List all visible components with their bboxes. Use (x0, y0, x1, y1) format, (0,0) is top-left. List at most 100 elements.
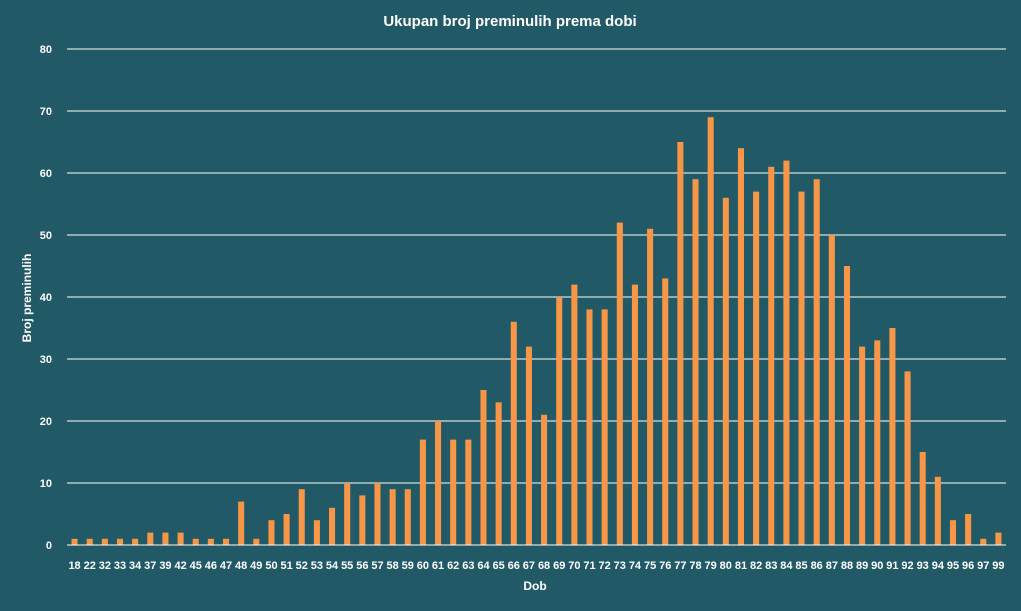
x-tick-label: 22 (84, 560, 96, 572)
bar-22 (86, 538, 93, 545)
bar-42 (177, 532, 184, 545)
x-tick-label: 69 (553, 560, 565, 572)
x-tick-label: 83 (765, 560, 777, 572)
bar-87 (828, 235, 835, 545)
x-tick-label: 18 (68, 560, 80, 572)
bar-88 (843, 266, 851, 545)
y-tick-label: 80 (40, 44, 52, 56)
y-tick-label: 70 (40, 106, 52, 118)
x-tick-label: 77 (674, 560, 686, 572)
x-axis-title: Dob (523, 579, 546, 593)
bar-34 (132, 538, 139, 545)
x-tick-label: 90 (871, 560, 883, 572)
bar-54 (329, 507, 336, 545)
bar-53 (313, 520, 320, 545)
x-tick-label: 68 (538, 560, 550, 572)
x-tick-label: 96 (962, 560, 974, 572)
x-tick-label: 60 (417, 560, 429, 572)
bar-61 (435, 421, 442, 545)
bars (71, 117, 1002, 546)
y-axis-ticks: 0 10 20 30 40 50 60 70 80 (40, 44, 52, 552)
y-tick-label: 30 (40, 354, 52, 366)
x-tick-label: 62 (447, 560, 459, 572)
bar-93 (919, 452, 926, 545)
bar-96 (965, 514, 972, 545)
bar-59 (404, 489, 411, 545)
x-tick-label: 67 (523, 560, 535, 572)
x-tick-label: 95 (947, 560, 959, 572)
bar-92 (904, 371, 911, 545)
bar-51 (283, 514, 290, 545)
x-tick-label: 97 (977, 560, 989, 572)
x-tick-label: 49 (250, 560, 262, 572)
x-tick-label: 55 (341, 560, 353, 572)
x-tick-label: 86 (811, 560, 823, 572)
bar-57 (374, 483, 381, 545)
y-tick-label: 0 (46, 540, 52, 552)
x-tick-label: 81 (735, 560, 747, 572)
y-tick-label: 60 (40, 168, 52, 180)
bar-82 (753, 191, 760, 545)
x-tick-label: 73 (614, 560, 626, 572)
bar-69 (556, 297, 563, 545)
x-tick-label: 59 (402, 560, 414, 572)
x-tick-label: 54 (326, 560, 339, 572)
bar-37 (147, 532, 154, 545)
bar-55 (344, 483, 351, 545)
x-tick-label: 53 (311, 560, 323, 572)
x-tick-label: 46 (205, 560, 217, 572)
bar-46 (207, 538, 214, 545)
x-tick-label: 56 (356, 560, 368, 572)
bar-49 (253, 538, 260, 545)
chart-title: Ukupan broj preminulih prema dobi (383, 13, 636, 30)
bar-81 (737, 148, 744, 545)
x-tick-label: 70 (568, 560, 580, 572)
x-tick-label: 52 (296, 560, 308, 572)
bar-99 (995, 532, 1002, 545)
gridlines (67, 48, 1006, 484)
x-tick-label: 87 (826, 560, 838, 572)
x-tick-label: 93 (917, 560, 929, 572)
bar-76 (662, 278, 669, 545)
bar-66 (510, 321, 517, 545)
bar-73 (616, 222, 623, 545)
bar-91 (889, 328, 896, 545)
x-tick-label: 37 (144, 560, 156, 572)
x-tick-label: 88 (841, 560, 853, 572)
bar-84 (783, 160, 790, 545)
bar-39 (162, 532, 169, 545)
bar-62 (450, 439, 457, 545)
x-tick-label: 58 (386, 560, 398, 572)
x-tick-label: 42 (174, 560, 186, 572)
bar-77 (677, 142, 684, 545)
bar-60 (419, 439, 426, 545)
bar-75 (647, 228, 654, 546)
bar-50 (268, 520, 275, 545)
bar-56 (359, 495, 366, 545)
x-tick-label: 84 (780, 560, 793, 572)
bar-89 (859, 346, 866, 545)
bar-71 (586, 309, 593, 545)
x-axis-ticks: 18 22 32 33 34 37 39 42 45 46 47 48 49 50 51 52 53 54 55 56… (68, 560, 1004, 572)
x-tick-label: 89 (856, 560, 868, 572)
bar-85 (798, 191, 805, 545)
x-tick-label: 79 (705, 560, 717, 572)
x-tick-label: 78 (689, 560, 701, 572)
x-tick-label: 94 (932, 560, 945, 572)
bar-95 (949, 520, 957, 545)
bar-65 (495, 402, 502, 545)
x-tick-label: 72 (599, 560, 611, 572)
bar-32 (101, 538, 108, 545)
x-tick-label: 65 (493, 560, 505, 572)
x-tick-label: 91 (886, 560, 898, 572)
bar-48 (238, 501, 245, 545)
x-tick-label: 61 (432, 560, 444, 572)
x-tick-label: 45 (190, 560, 202, 572)
bar-97 (980, 538, 987, 545)
bar-78 (692, 179, 699, 545)
bar-86 (813, 179, 820, 545)
x-tick-label: 48 (235, 560, 247, 572)
x-tick-label: 80 (720, 560, 732, 572)
bar-47 (223, 538, 230, 545)
bar-79 (707, 117, 714, 545)
